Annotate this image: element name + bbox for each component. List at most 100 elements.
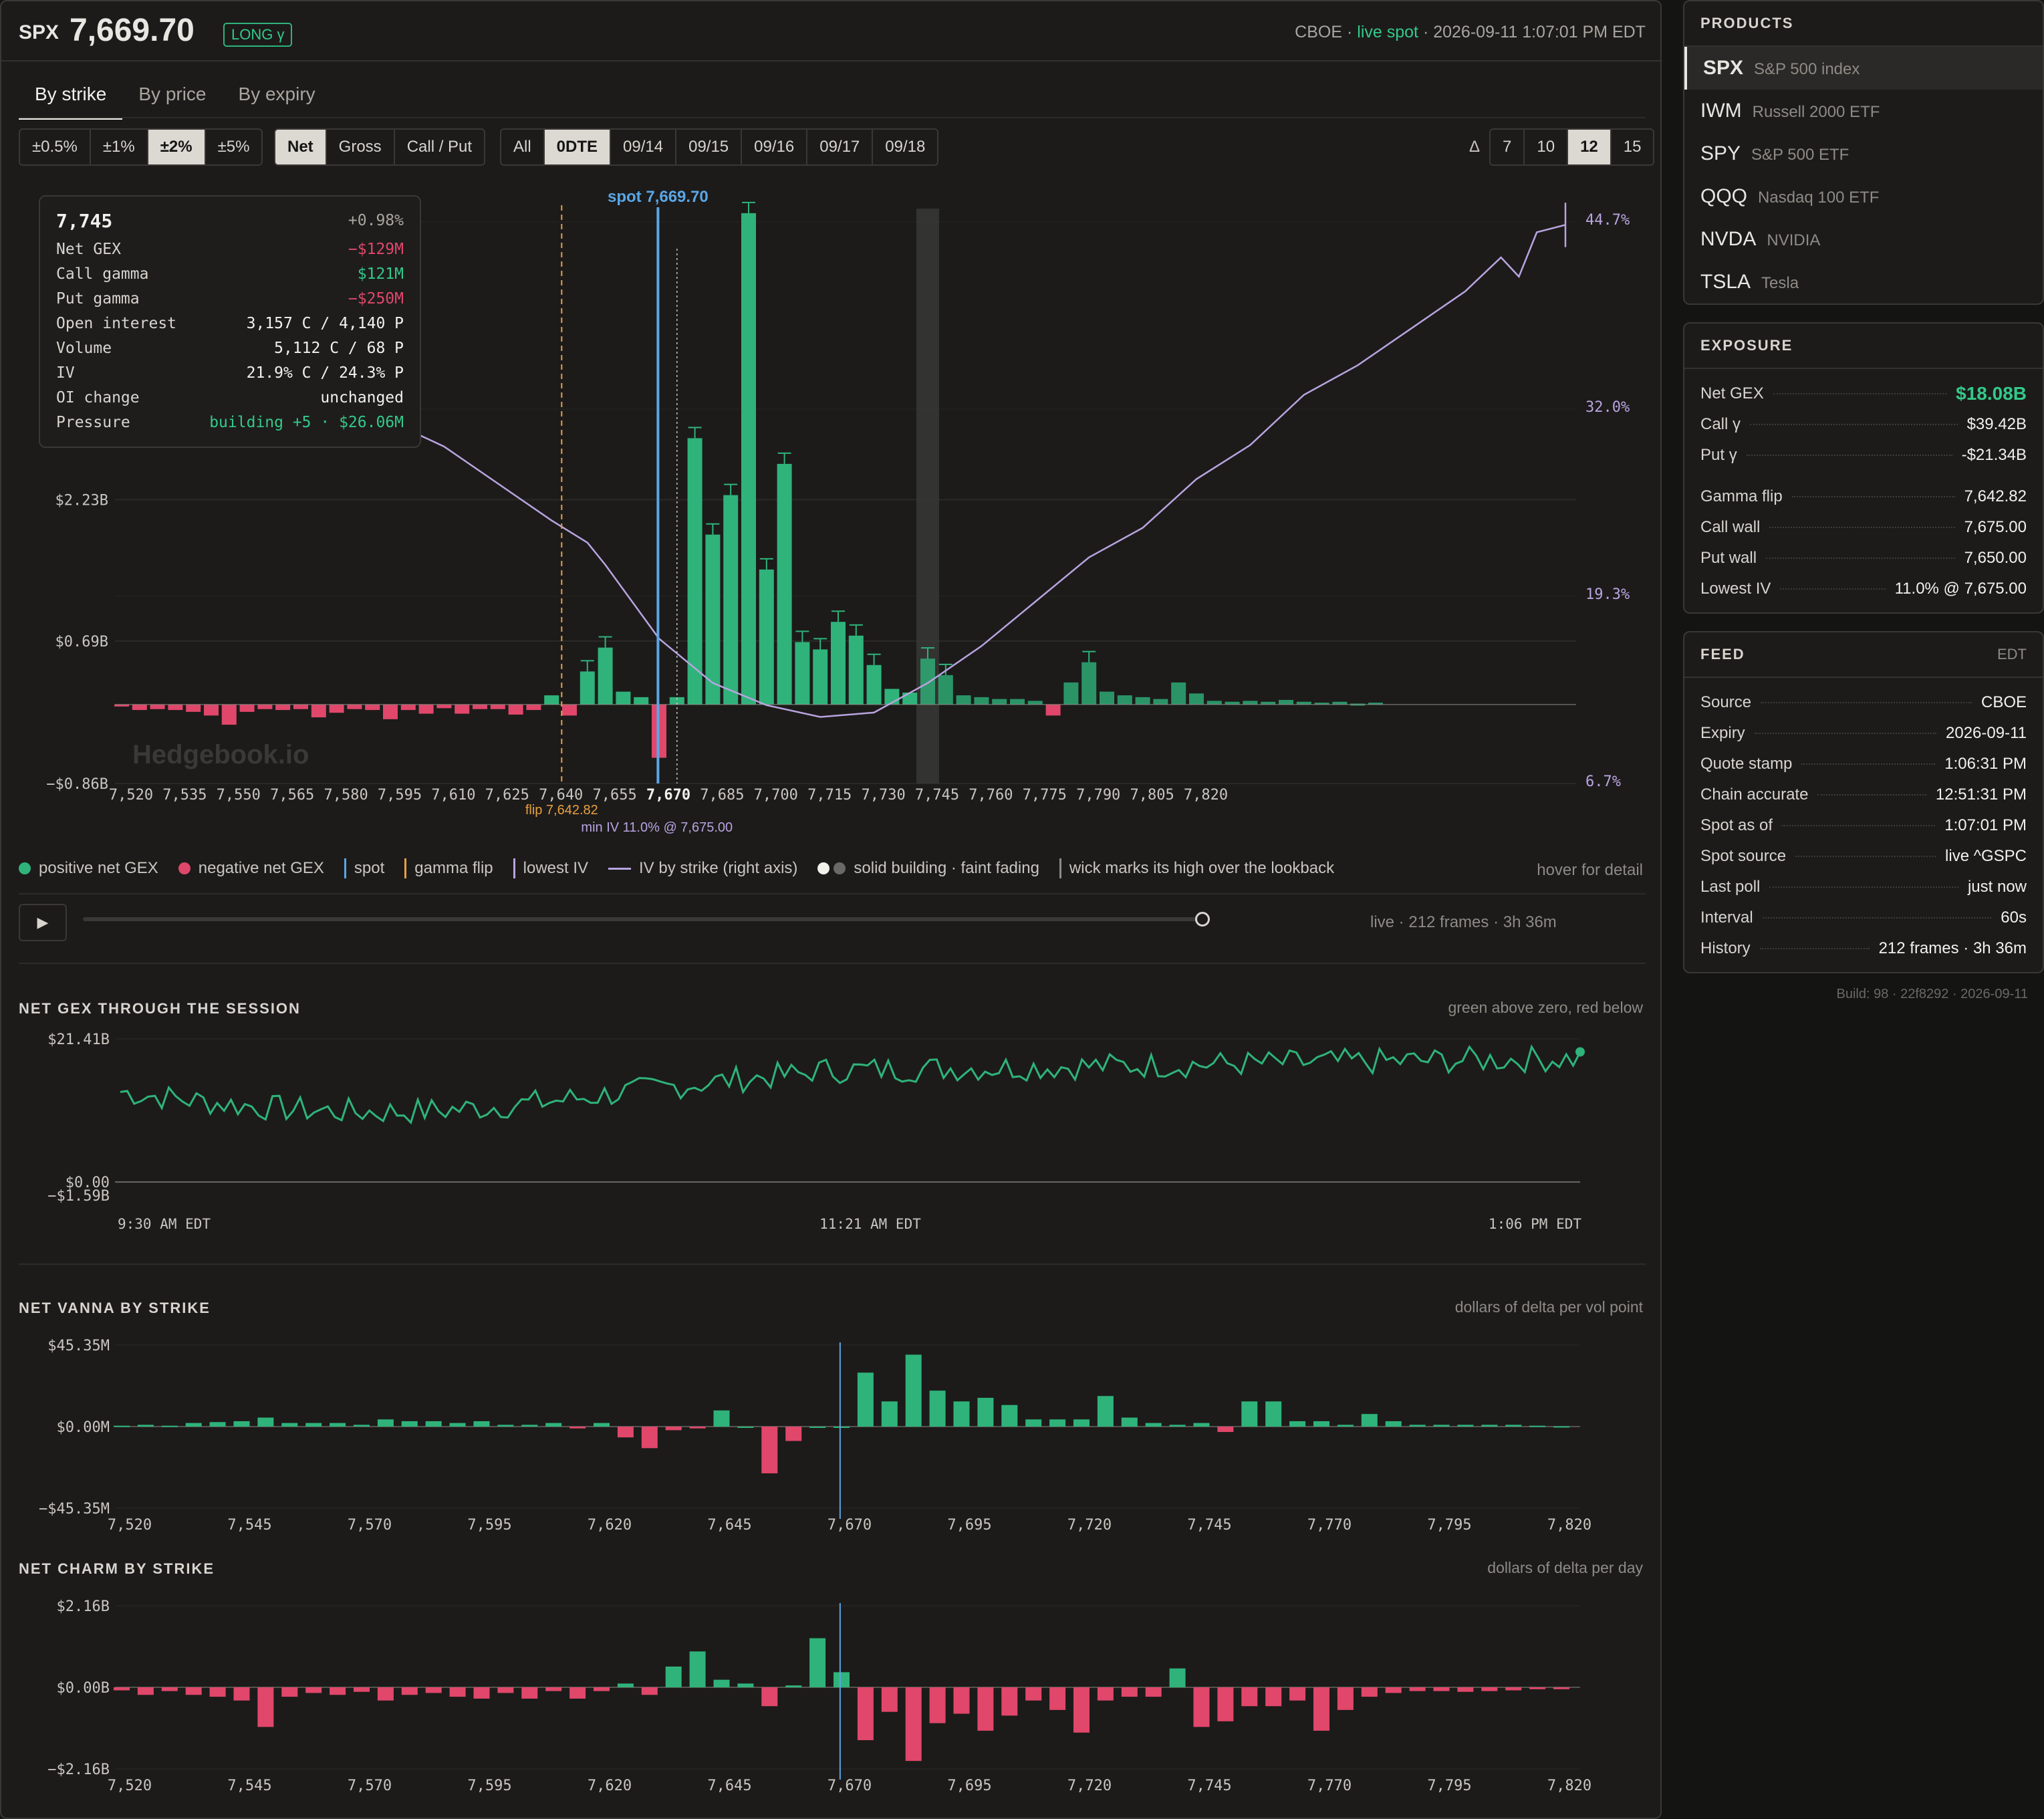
delta-10-button[interactable]: 10 [1525, 130, 1569, 164]
gex-bar [1081, 662, 1097, 705]
strike-bar [737, 1427, 754, 1428]
gex-bar [221, 704, 237, 725]
tab-by-expiry[interactable]: By expiry [238, 84, 315, 104]
strike-bar [1409, 1687, 1426, 1691]
strike-bar [425, 1421, 442, 1427]
feed-row: Spot source live ^GSPC [1700, 847, 2027, 865]
tab-divider [19, 117, 1646, 118]
strike-bar [1313, 1687, 1329, 1731]
play-button[interactable]: ▶ [19, 904, 67, 941]
expiry-0dte-button[interactable]: 0DTE [544, 130, 612, 164]
strike-bar [1121, 1687, 1138, 1697]
strike-bar [881, 1687, 898, 1712]
x-tick: 7,770 [1307, 1778, 1352, 1794]
expiry-0915-button[interactable]: 09/15 [676, 130, 743, 164]
x-tick: 7,795 [1427, 1778, 1471, 1794]
strike-bar [401, 1421, 418, 1427]
y2-tick: 32.0% [1585, 399, 1630, 416]
expiry-0916-button[interactable]: 09/16 [742, 130, 808, 164]
strike-bar [905, 1687, 922, 1762]
strike-bar [114, 1425, 130, 1427]
gex-bar [365, 704, 380, 711]
product-item-iwm[interactable]: IWM Russell 2000 ETF [1700, 100, 1880, 122]
put-gamma-row: Put γ -$21.34B [1700, 446, 2027, 464]
strike-bar [401, 1687, 418, 1695]
strike-bar [449, 1423, 466, 1427]
delta-15-button[interactable]: 15 [1623, 138, 1642, 156]
strike-bar [1337, 1687, 1354, 1710]
y-tick: $2.16B [57, 1598, 110, 1615]
gex-bar [275, 704, 291, 711]
x-tick: 7,670 [646, 787, 690, 804]
strike-bar [977, 1397, 994, 1427]
delta-7-button[interactable]: 7 [1491, 130, 1525, 164]
product-item-nvda[interactable]: NVDA NVIDIA [1700, 228, 1821, 250]
strike-bar [1313, 1421, 1329, 1427]
x-tick: 7,620 [588, 1517, 632, 1534]
gex-bar [831, 622, 846, 705]
product-item-tsla[interactable]: TSLA Tesla [1700, 271, 1799, 293]
product-item-spy[interactable]: SPY S&P 500 ETF [1700, 142, 1849, 164]
strike-bar [1145, 1687, 1162, 1697]
mode-gross-button[interactable]: Gross [327, 130, 395, 164]
positive-dot-icon [19, 862, 31, 874]
gex-bar [705, 534, 721, 705]
x-tick: 7,550 [217, 787, 261, 804]
x-tick: 7,620 [588, 1778, 632, 1794]
strike-bar [1457, 1687, 1474, 1692]
expiry-0918-button[interactable]: 09/18 [885, 138, 926, 156]
expiry-all-button[interactable]: All [501, 130, 545, 164]
exposure-panel: EXPOSURE Net GEX $18.08B Call γ $39.42B Pu… [1683, 322, 2044, 614]
gex-bar [329, 704, 344, 713]
gex-bar [508, 704, 523, 715]
tab-by-strike[interactable]: By strike [19, 78, 123, 120]
gex-bar [669, 697, 684, 705]
gex-bar [150, 704, 165, 709]
strike-bar [1529, 1425, 1546, 1427]
gex-bar [204, 704, 219, 716]
strike-bar [354, 1687, 370, 1692]
gex-bar [418, 704, 434, 714]
header-timestamp: 2026-09-11 1:07:01 PM EDT [1433, 23, 1646, 41]
range-0-5-button[interactable]: ±0.5% [20, 130, 91, 164]
strike-bar [257, 1687, 274, 1727]
strike-bar [1217, 1687, 1234, 1721]
x-tick: 7,720 [1067, 1778, 1112, 1794]
product-item-spx[interactable]: SPX S&P 500 index [1684, 47, 2043, 90]
strike-bar [1553, 1426, 1569, 1428]
gex-bar [598, 647, 613, 705]
y-tick: −$2.16B [47, 1762, 110, 1778]
tab-by-price[interactable]: By price [138, 84, 207, 104]
tooltip-row: Pressure building +5 · $26.06M [56, 414, 404, 431]
gex-bar [1171, 682, 1186, 705]
session-gex-chart[interactable]: $21.41B $0.00−$1.59B 9:30 AM EDT 11:21 AM E… [1, 1024, 1662, 1238]
x-tick: 7,775 [1023, 787, 1067, 804]
x-tick: 7,535 [162, 787, 207, 804]
y-tick: $0.69B [55, 634, 108, 650]
range-1-button[interactable]: ±1% [91, 130, 148, 164]
replay-handle[interactable] [1195, 912, 1210, 927]
product-item-qqq[interactable]: QQQ Nasdaq 100 ETF [1700, 185, 1880, 207]
strike-bar [425, 1687, 442, 1693]
strike-bar [713, 1410, 730, 1427]
x-tick: 7,695 [947, 1517, 991, 1534]
strike-bar [1241, 1401, 1258, 1427]
strike-bar [761, 1427, 778, 1473]
strike-bar [1193, 1423, 1210, 1427]
expiry-0914-button[interactable]: 09/14 [611, 130, 677, 164]
gex-bar [1314, 703, 1329, 705]
gex-bar [114, 704, 129, 707]
range-2-button[interactable]: ±2% [148, 130, 206, 164]
tooltip-row: OI change unchanged [56, 389, 404, 406]
range-5-button[interactable]: ±5% [217, 138, 250, 156]
strike-bar [1457, 1425, 1474, 1427]
x-tick: 7,745 [1187, 1778, 1231, 1794]
mode-call-put-button[interactable]: Call / Put [406, 138, 473, 156]
delta-12-button[interactable]: 12 [1568, 130, 1612, 164]
expiry-0917-button[interactable]: 09/17 [807, 130, 874, 164]
strike-bar [617, 1683, 634, 1687]
replay-track[interactable] [83, 917, 1203, 921]
mode-net-button[interactable]: Net [275, 130, 327, 164]
